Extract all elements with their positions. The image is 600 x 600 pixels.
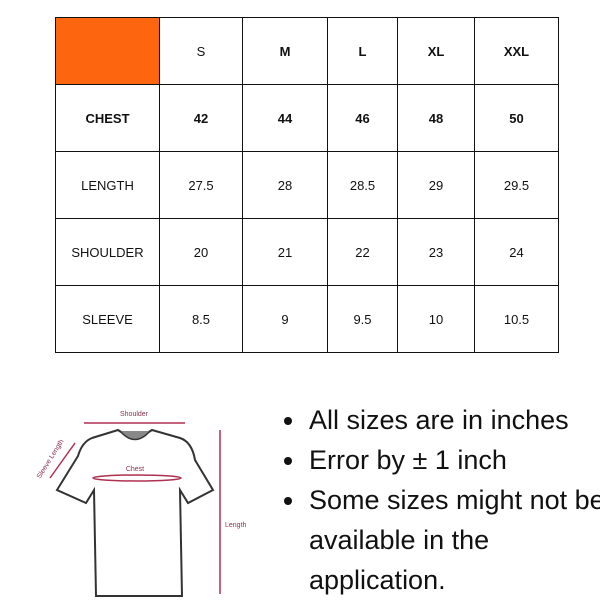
note-item: Some sizes might not be available in the… xyxy=(307,480,600,600)
header-row: S M L XL XXL xyxy=(55,17,559,85)
note-item: Error by ± 1 inch xyxy=(307,440,600,480)
size-chart-table: S M L XL XXL CHEST 42 44 46 48 50 LENGTH… xyxy=(55,17,559,353)
cell: 27.5 xyxy=(159,151,243,219)
cell: 9.5 xyxy=(327,285,398,353)
cell: 50 xyxy=(474,84,559,152)
cell: 44 xyxy=(242,84,328,152)
cell: 29.5 xyxy=(474,151,559,219)
row-label: CHEST xyxy=(55,84,160,152)
tshirt-outline xyxy=(55,428,215,597)
cell: 8.5 xyxy=(159,285,243,353)
cell: 10 xyxy=(397,285,475,353)
corner-cell xyxy=(55,17,160,85)
notes-list: All sizes are in inches Error by ± 1 inc… xyxy=(282,400,600,600)
cell: 10.5 xyxy=(474,285,559,353)
size-header: XL xyxy=(397,17,475,85)
size-header: M xyxy=(242,17,328,85)
cell: 46 xyxy=(327,84,398,152)
row-label: LENGTH xyxy=(55,151,160,219)
cell: 24 xyxy=(474,218,559,286)
tshirt-measurement-diagram: Shoulder Sleeve Length Chest Length xyxy=(36,411,247,597)
table-row: LENGTH 27.5 28 28.5 29 29.5 xyxy=(55,151,559,219)
table-row: SLEEVE 8.5 9 9.5 10 10.5 xyxy=(55,285,559,353)
cell: 22 xyxy=(327,218,398,286)
cell: 29 xyxy=(397,151,475,219)
collar xyxy=(119,430,151,441)
length-label: Length xyxy=(225,522,247,529)
sleeve-line xyxy=(49,442,76,479)
cell: 20 xyxy=(159,218,243,286)
cell: 28 xyxy=(242,151,328,219)
note-item: All sizes are in inches xyxy=(307,400,600,440)
size-header: XXL xyxy=(474,17,559,85)
cell: 9 xyxy=(242,285,328,353)
sleeve-label: Sleeve Length xyxy=(36,438,66,480)
table-row: SHOULDER 20 21 22 23 24 xyxy=(55,218,559,286)
cell: 21 xyxy=(242,218,328,286)
chest-line xyxy=(92,474,182,482)
cell: 28.5 xyxy=(327,151,398,219)
shoulder-label: Shoulder xyxy=(120,411,149,418)
cell: 42 xyxy=(159,84,243,152)
row-label: SHOULDER xyxy=(55,218,160,286)
row-label: SLEEVE xyxy=(55,285,160,353)
cell: 48 xyxy=(397,84,475,152)
chest-label: Chest xyxy=(126,466,144,473)
cell: 23 xyxy=(397,218,475,286)
size-header: L xyxy=(327,17,398,85)
table-row: CHEST 42 44 46 48 50 xyxy=(55,84,559,152)
size-header: S xyxy=(159,17,243,85)
